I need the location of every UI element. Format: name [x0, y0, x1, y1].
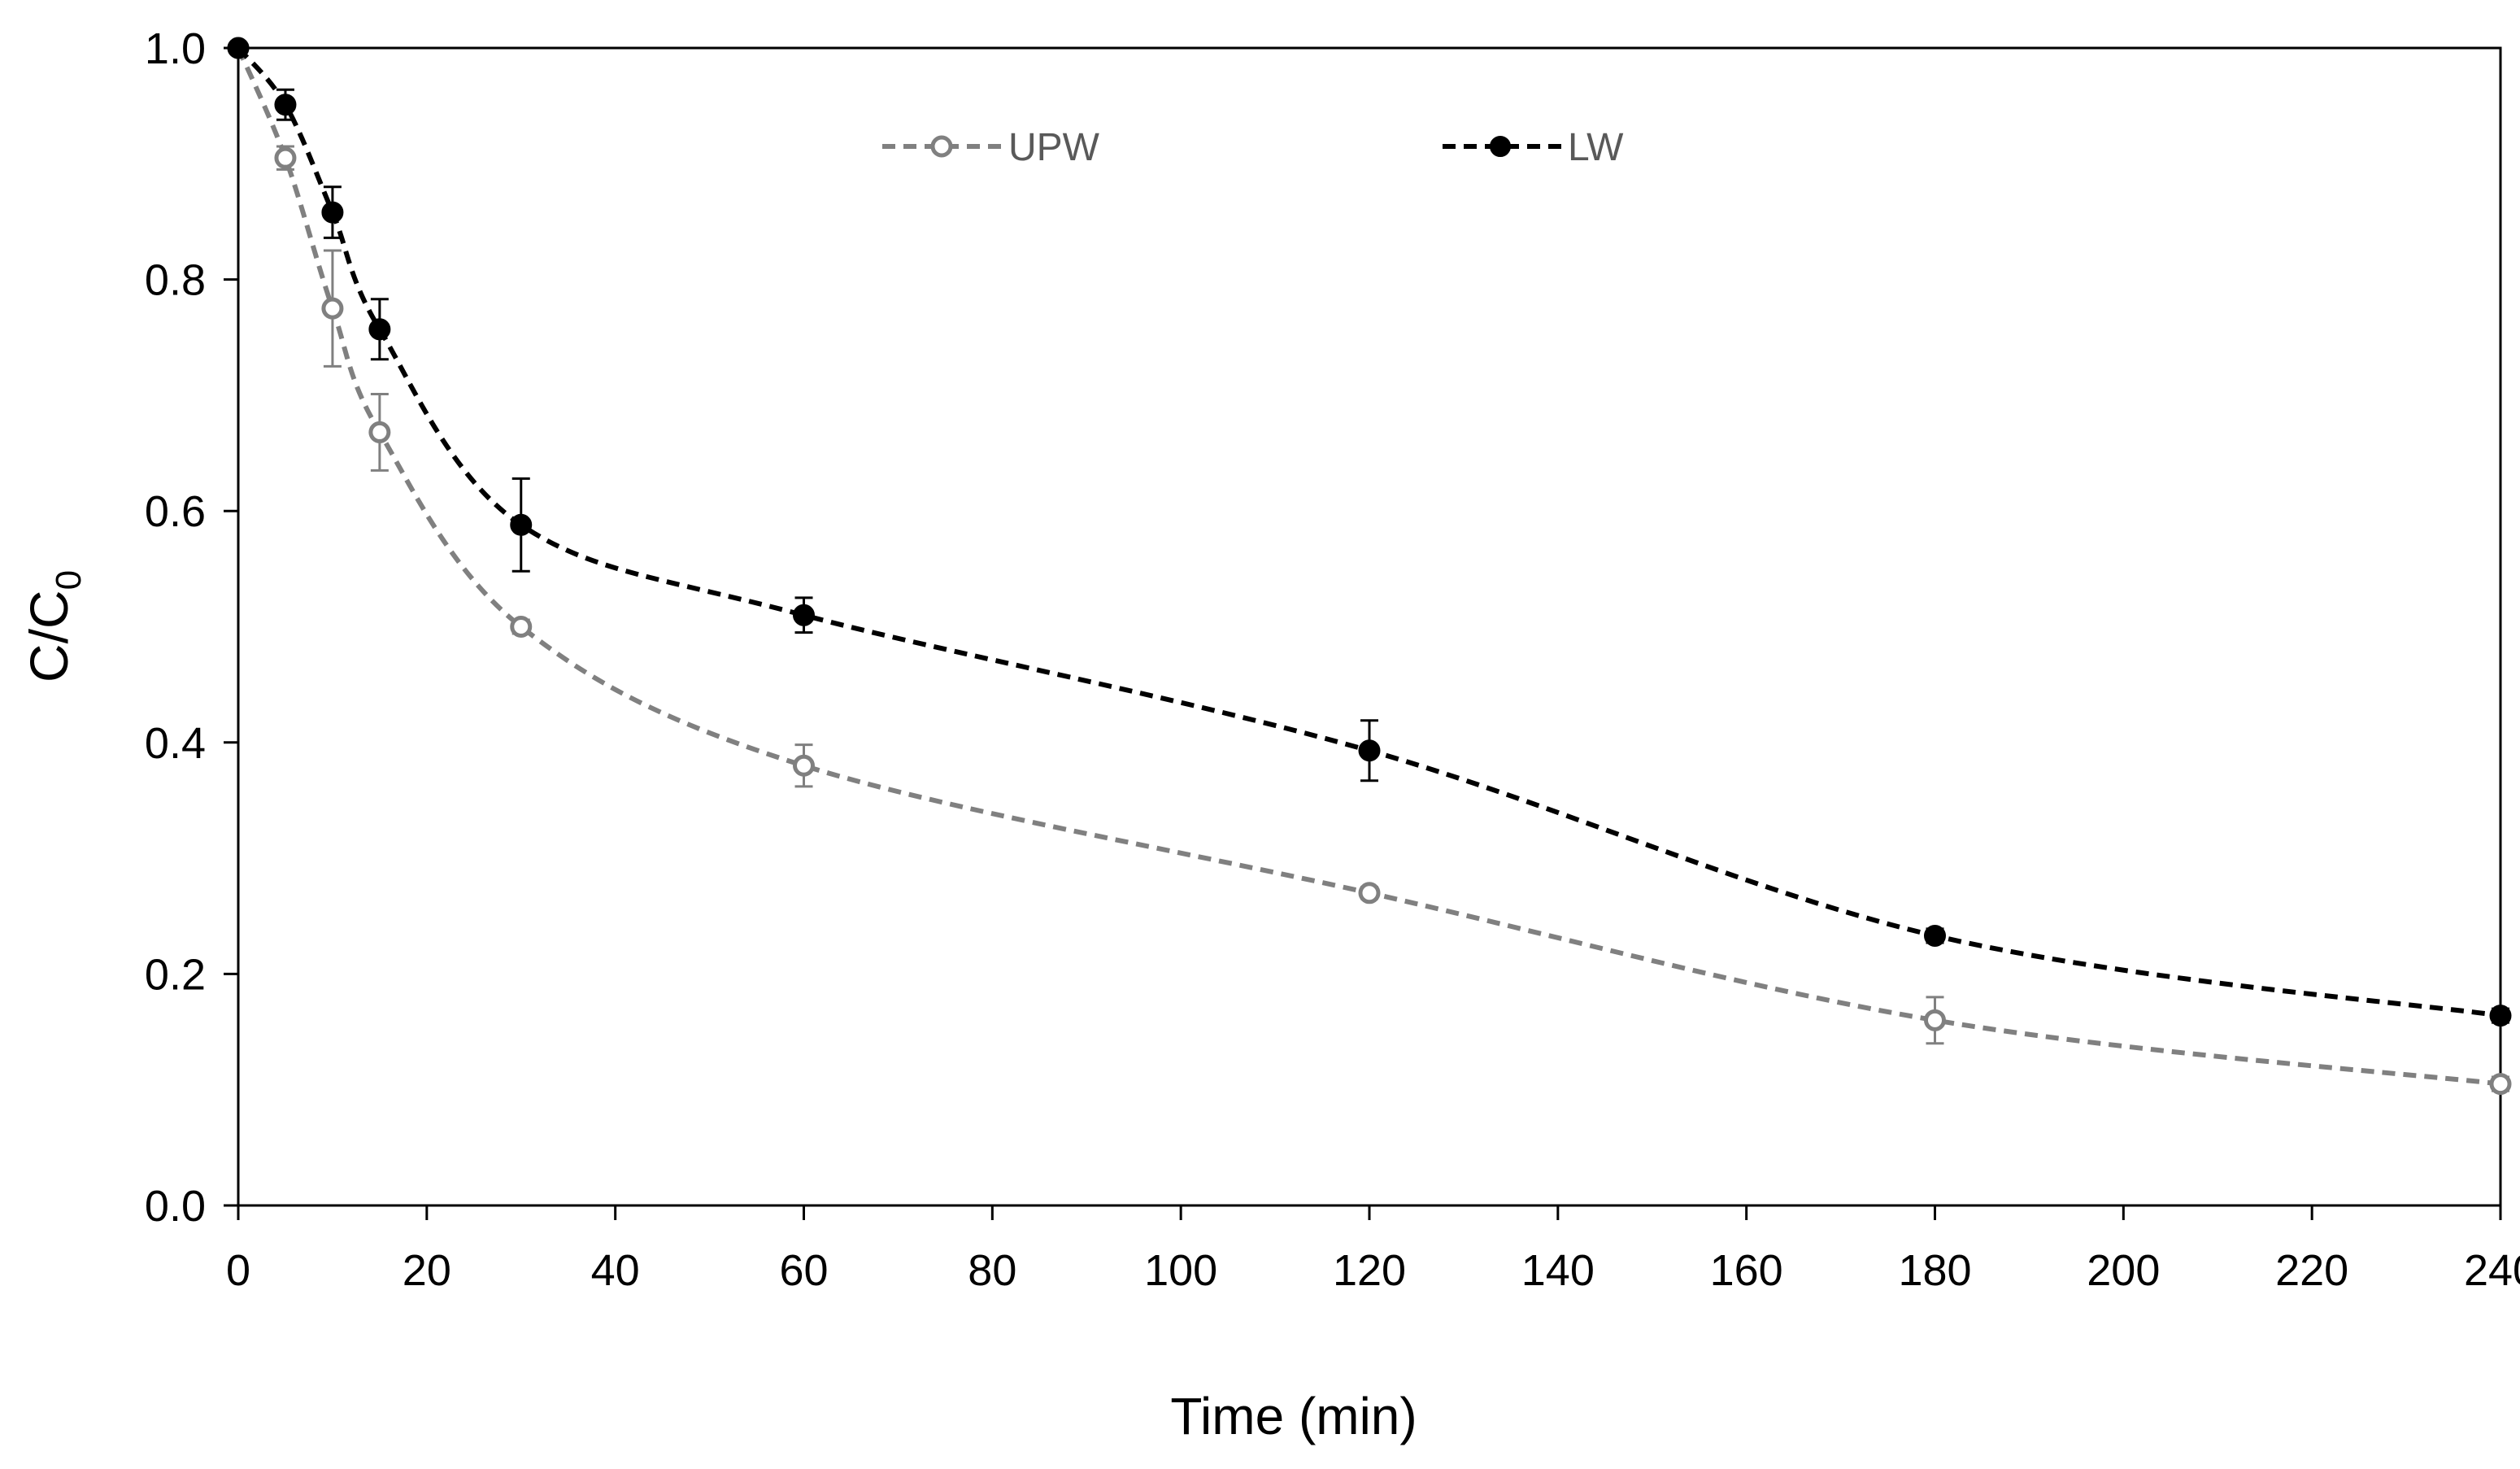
- y-tick-label: 0.6: [145, 487, 206, 536]
- legend-marker-upw: [930, 135, 953, 158]
- data-point-upw: [1358, 882, 1381, 905]
- data-point-lw: [1358, 739, 1381, 762]
- x-tick-label: 60: [779, 1246, 828, 1295]
- x-tick-label: 20: [403, 1246, 451, 1295]
- legend-marker-lw: [1490, 136, 1511, 157]
- x-tick-label: 120: [1333, 1246, 1406, 1295]
- series-upw: [227, 37, 2512, 1096]
- y-tick-label: 0.8: [145, 256, 206, 305]
- data-point-upw: [2489, 1073, 2512, 1096]
- x-tick-label: 40: [591, 1246, 640, 1295]
- data-point-lw: [274, 94, 297, 116]
- y-tick-label: 1.0: [145, 24, 206, 73]
- data-point-upw: [368, 421, 391, 443]
- y-axis-label-subscript: 0: [49, 570, 89, 590]
- data-point-upw: [793, 754, 815, 777]
- legend-label-upw: UPW: [1008, 126, 1100, 169]
- data-point-lw: [510, 513, 533, 536]
- data-point-lw: [793, 604, 815, 626]
- data-point-upw: [1924, 1009, 1946, 1031]
- y-tick-label: 0.0: [145, 1182, 206, 1231]
- data-point-lw: [2489, 1005, 2512, 1027]
- y-axis-label: C/C0: [19, 570, 89, 682]
- x-tick-label: 140: [1521, 1246, 1595, 1295]
- data-point-lw: [227, 37, 250, 59]
- data-point-lw: [321, 201, 344, 224]
- x-tick-label: 240: [2464, 1246, 2520, 1295]
- data-point-lw: [368, 318, 391, 341]
- x-axis-label: Time (min): [1170, 1387, 1417, 1445]
- y-tick-label: 0.4: [145, 719, 206, 768]
- data-point-lw: [1924, 924, 1946, 947]
- data-point-upw: [321, 297, 344, 320]
- y-axis-label-main: C/C: [19, 590, 79, 682]
- x-tick-label: 160: [1710, 1246, 1783, 1295]
- legend: UPW LW: [882, 126, 1624, 169]
- x-tick-label: 220: [2275, 1246, 2348, 1295]
- y-axis: 0.0 0.2 0.4 0.6 0.8 1.0: [145, 24, 238, 1231]
- x-tick-label: 200: [2087, 1246, 2160, 1295]
- series-lw: [227, 37, 2512, 1027]
- x-tick-label: 80: [968, 1246, 1016, 1295]
- y-tick-label: 0.2: [145, 950, 206, 999]
- data-point-upw: [274, 146, 297, 169]
- x-tick-label: 180: [1898, 1246, 1971, 1295]
- data-series: [227, 37, 2512, 1096]
- x-tick-label: 0: [226, 1246, 250, 1295]
- legend-label-lw: LW: [1568, 126, 1624, 169]
- data-point-upw: [510, 616, 533, 638]
- x-tick-label: 100: [1144, 1246, 1217, 1295]
- x-axis: 0 20 40 60 80 100 120 140 160 180 200 220 240: [226, 1205, 2520, 1295]
